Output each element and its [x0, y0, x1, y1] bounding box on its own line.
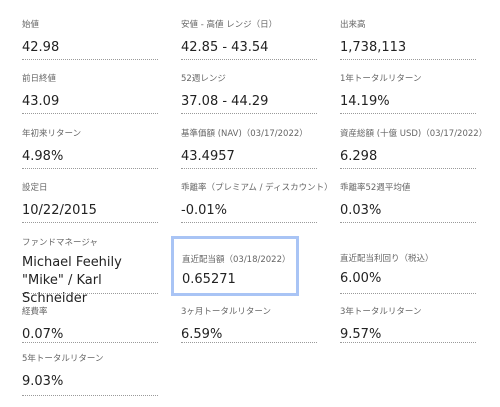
stat-value: 10/22/2015 [22, 203, 97, 218]
stat-value: 6.59% [181, 327, 223, 342]
stat-value: 42.98 [22, 40, 60, 55]
stat-label: 3年トータルリターン [340, 307, 422, 317]
stat-label: 年初来リターン [22, 129, 82, 139]
stat-value: 9.03% [22, 374, 64, 389]
stat-label: 直近配当額（03/18/2022） [182, 255, 291, 265]
stat-cell: 乖離率（プレミアム / ディスカウント） -0.01% [181, 181, 333, 223]
stat-label: 1年トータルリターン [340, 74, 422, 84]
stat-value: -0.01% [181, 203, 227, 218]
stat-label: 設定日 [22, 183, 48, 193]
stat-cell: 直近配当額（03/18/2022） 0.65271 [182, 236, 318, 294]
stat-cell: 52週レンジ 37.08 - 44.29 [181, 72, 317, 114]
stat-cell: 直近配当利回り（税込） 6.00% [340, 236, 476, 294]
stat-cell: 3ヶ月トータルリターン 6.59% [181, 305, 317, 343]
stat-value: 0.03% [340, 203, 382, 218]
stat-label: 5年トータルリターン [22, 354, 104, 364]
stat-value: 37.08 - 44.29 [181, 94, 269, 109]
stat-label: 安値 - 高値 レンジ（日） [181, 20, 278, 30]
stat-value: 9.57% [340, 327, 382, 342]
stat-cell: 経費率 0.07% [22, 305, 158, 343]
stat-value: 1,738,113 [340, 40, 407, 55]
stat-cell: 設定日 10/22/2015 [22, 181, 158, 223]
stat-label: 出来高 [340, 20, 366, 30]
stat-cell: 資産総額 (十億 USD)（03/17/2022） 6.298 [340, 127, 488, 169]
stat-label: 乖離率（プレミアム / ディスカウント） [181, 183, 333, 193]
stat-label: 始値 [22, 20, 40, 30]
stat-label: 直近配当利回り（税込） [340, 254, 434, 264]
stat-value: 14.19% [340, 94, 390, 109]
stat-value: 43.4957 [181, 149, 235, 164]
stat-label: 資産総額 (十億 USD)（03/17/2022） [340, 129, 488, 139]
stat-cell: 安値 - 高値 レンジ（日） 42.85 - 43.54 [181, 18, 317, 60]
stat-cell: 1年トータルリターン 14.19% [340, 72, 476, 114]
stat-label: 52週レンジ [181, 74, 226, 84]
stat-cell: 年初来リターン 4.98% [22, 127, 158, 169]
stat-label: 基準価額 (NAV)（03/17/2022） [181, 129, 308, 139]
stat-value: Michael Feehily "Mike" / Karl Schneider [22, 255, 122, 306]
stat-value: 43.09 [22, 94, 60, 109]
stat-value: 0.65271 [182, 272, 236, 287]
stat-value: 0.07% [22, 327, 64, 342]
stat-value: 6.00% [340, 271, 382, 286]
stat-label: 前日終値 [22, 74, 57, 84]
stat-label: ファンドマネージャ [22, 238, 98, 248]
stat-cell: 出来高 1,738,113 [340, 18, 476, 60]
stat-label: 乖離率52週平均値 [340, 183, 411, 193]
stat-value: 4.98% [22, 149, 64, 164]
stat-cell: 3年トータルリターン 9.57% [340, 305, 476, 343]
highlight-box [171, 236, 299, 296]
stat-cell: 前日終値 43.09 [22, 72, 158, 114]
stat-cell: 始値 42.98 [22, 18, 158, 60]
stat-cell: 基準価額 (NAV)（03/17/2022） 43.4957 [181, 127, 317, 169]
stat-value: 42.85 - 43.54 [181, 40, 269, 55]
stat-cell: ファンドマネージャ Michael Feehily "Mike" / Karl S… [22, 236, 158, 306]
stat-cell: 乖離率52週平均値 0.03% [340, 181, 476, 223]
stat-label: 3ヶ月トータルリターン [181, 307, 271, 317]
stat-value: 6.298 [340, 149, 378, 164]
stat-label: 経費率 [22, 307, 48, 317]
stat-cell: 5年トータルリターン 9.03% [22, 352, 158, 396]
